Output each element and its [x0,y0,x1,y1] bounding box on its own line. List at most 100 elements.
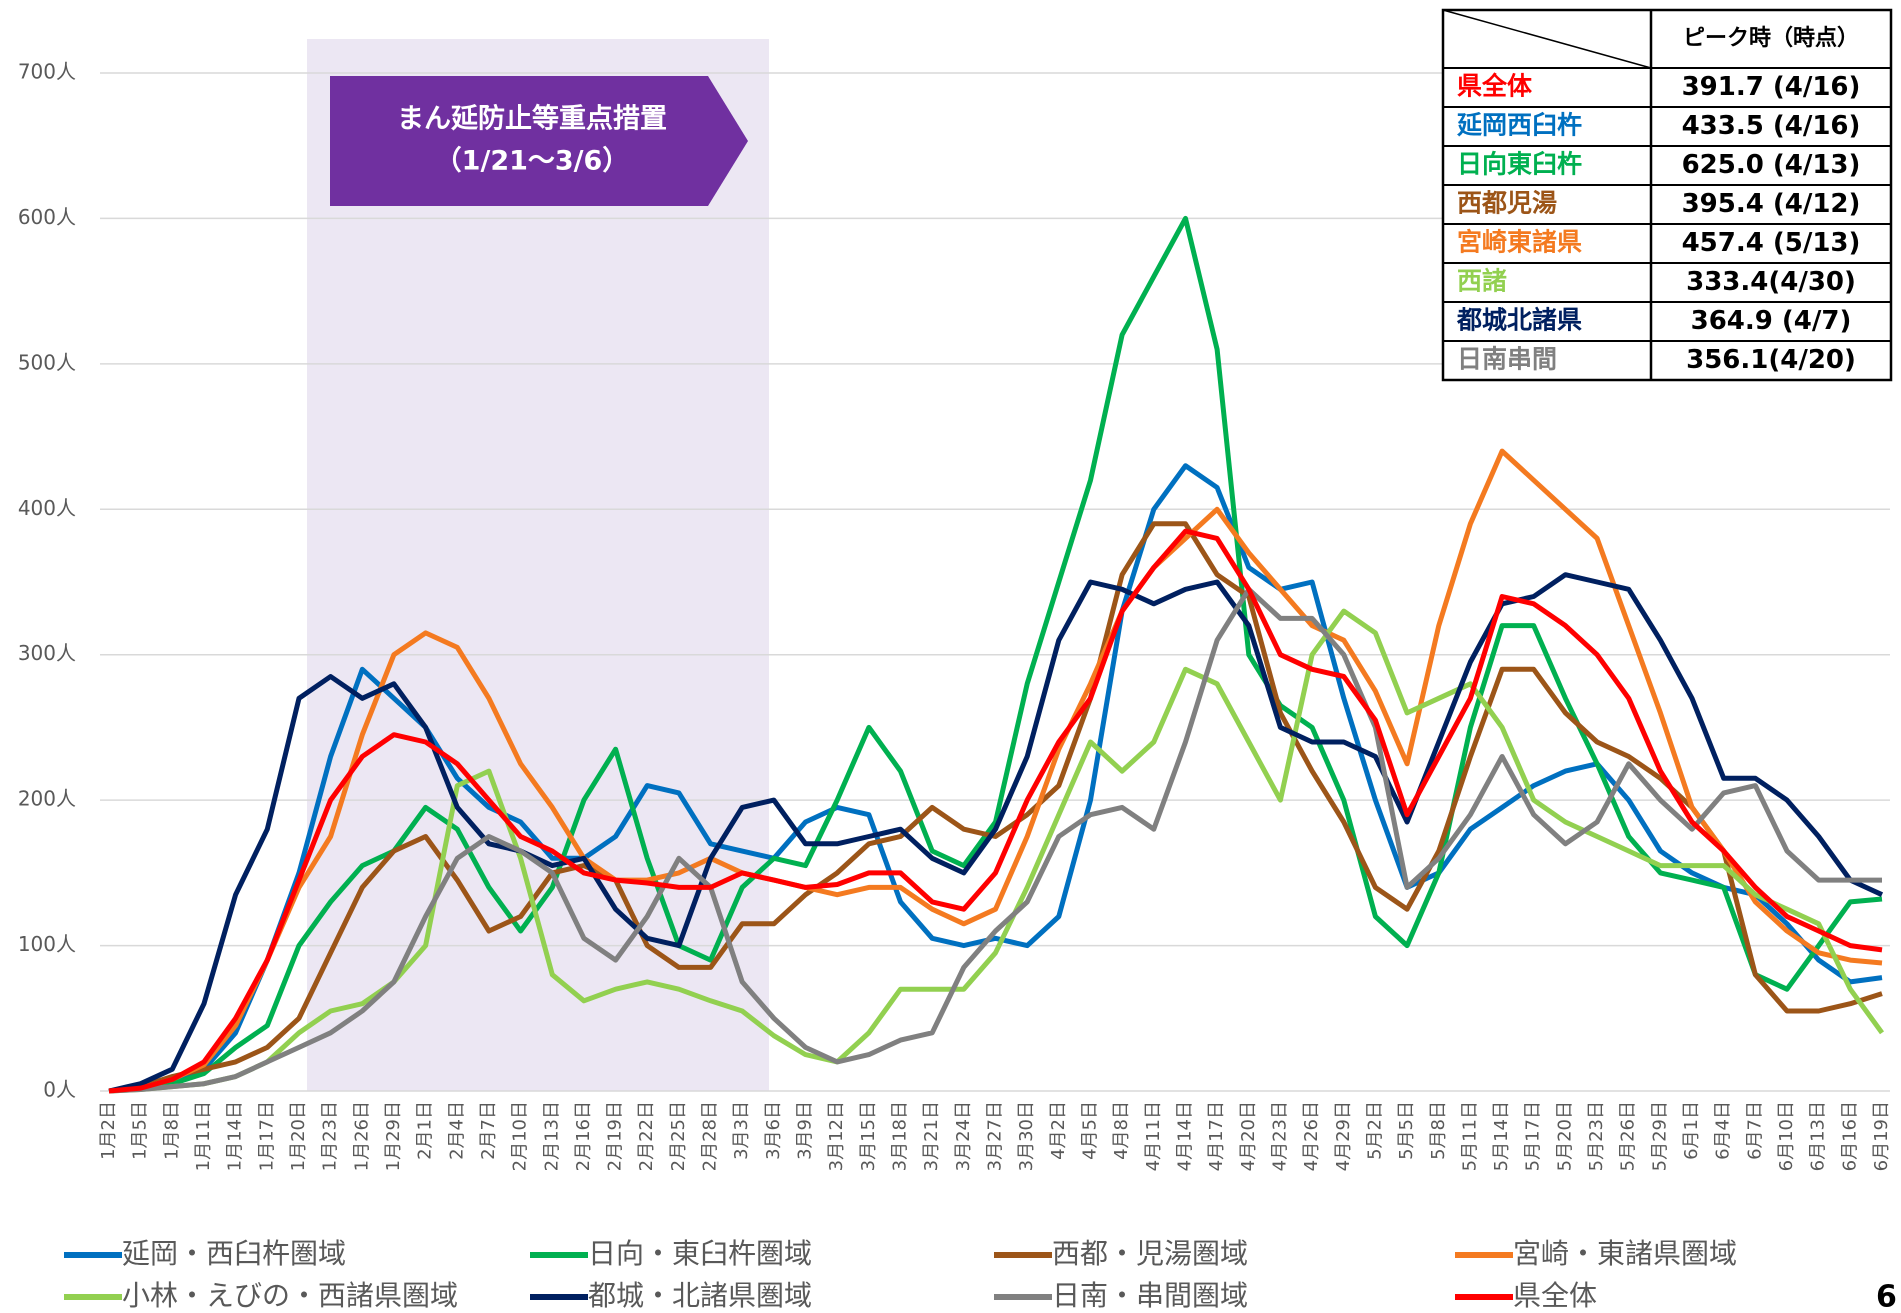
x-tick-label: 3月30日 [1016,1101,1037,1171]
x-tick-label: 3月27日 [985,1101,1006,1171]
x-tick-label: 1月14日 [225,1101,246,1171]
table-frame [1441,8,1893,382]
x-tick-label: 4月26日 [1301,1101,1322,1171]
y-tick-label: 100人 [18,932,76,956]
x-tick-label: 2月10日 [510,1101,531,1171]
x-tick-label: 1月23日 [320,1101,341,1171]
x-tick-label: 5月14日 [1491,1101,1512,1171]
x-tick-label: 1月17日 [256,1101,277,1171]
table-row-name: 県全体 [1457,72,1533,101]
x-tick-label: 5月26日 [1618,1101,1639,1171]
x-tick-label: 6月4日 [1713,1101,1734,1160]
legend-label: 日南・串間圏域 [1052,1279,1248,1312]
x-tick-label: 5月11日 [1459,1101,1480,1171]
grid: 0人 100人 200人 300人 400人 500人 600人 700人 1月2日 1月5日 1月… [18,60,1892,1172]
table-row-name: 西都児湯 [1457,189,1557,218]
x-tick-label: 5月17日 [1523,1101,1544,1171]
y-tick-label: 400人 [18,496,76,520]
table-row-name: 宮崎東諸県 [1457,228,1582,257]
x-tick-label: 6月1日 [1681,1101,1702,1160]
x-tick-label: 4月11日 [1143,1101,1164,1171]
table-row-value: 625.0 (4/13) [1682,150,1861,180]
series-line [108,521,1883,1094]
x-tick-label: 3月6日 [763,1101,784,1160]
x-tick-label: 6月7日 [1744,1101,1765,1160]
legend-label: 延岡・西臼杵圏域 [122,1237,346,1270]
header-diagonal [1442,9,1652,69]
x-tick-label: 1月11日 [193,1101,214,1171]
x-tick-label: 1月29日 [383,1101,404,1171]
y-tick-label: 0人 [43,1078,76,1102]
series-line [108,572,1884,1094]
x-tick-label: 1月26日 [351,1101,372,1171]
x-tick-label: 2月28日 [700,1101,721,1171]
x-tick-label: 6月10日 [1776,1101,1797,1171]
table-row-value: 333.4(4/30) [1686,267,1856,297]
x-tick-label: 2月16日 [573,1101,594,1171]
x-tick-label: 4月17日 [1206,1101,1227,1171]
series-line [108,215,1883,1094]
table-row-name: 西諸 [1457,267,1507,296]
x-tick-label: 3月18日 [890,1101,911,1171]
legend-label: 日向・東臼杵圏域 [588,1237,812,1270]
table-header: ピーク時（時点） [1683,25,1859,51]
series-line [108,463,1883,1094]
x-tick-label: 2月1日 [415,1101,436,1160]
series-line [108,586,1882,1094]
x-tick-label: 1月2日 [98,1101,119,1160]
x-tick-label: 5月20日 [1554,1101,1575,1171]
page-number: 6 [1876,1280,1897,1313]
x-tick-label: 4月29日 [1333,1101,1354,1171]
table-row-value: 395.4 (4/12) [1682,189,1861,219]
x-tick-label: 2月4日 [446,1101,467,1160]
table-row-value: 457.4 (5/13) [1682,228,1861,258]
x-tick-label: 2月22日 [636,1101,657,1171]
table-row-value: 356.1(4/20) [1686,345,1856,375]
table-row-name: 日南串間 [1457,345,1557,374]
x-tick-label: 5月29日 [1649,1101,1670,1171]
peak-table: ピーク時（時点） 県全体 391.7 (4/16) 延岡西臼杵 433.5 (4/16)… [1441,8,1893,382]
annotation-period: （1/21〜3/6） [435,146,630,177]
y-tick-label: 200人 [18,787,76,811]
lines [108,215,1885,1094]
x-tick-label: 3月21日 [921,1101,942,1171]
x-tick-label: 5月2日 [1364,1101,1385,1160]
annotation-box [330,76,748,206]
y-tick-label: 600人 [18,205,76,229]
x-tick-label: 4月23日 [1269,1101,1290,1171]
series-line [108,448,1883,1094]
x-tick-label: 2月7日 [478,1101,499,1160]
x-tick-label: 3月24日 [953,1101,974,1171]
table-row-name: 延岡西臼杵 [1456,111,1582,140]
x-tick-label: 1月8日 [161,1101,182,1160]
x-tick-label: 4月8日 [1111,1101,1132,1160]
x-tick-label: 3月15日 [858,1101,879,1171]
x-tick-label: 4月20日 [1238,1101,1259,1171]
x-tick-label: 4月2日 [1048,1101,1069,1160]
table-row-value: 433.5 (4/16) [1682,111,1861,141]
y-tick-label: 700人 [18,60,76,84]
x-tick-label: 5月23日 [1586,1101,1607,1171]
x-tick-label: 4月5日 [1079,1101,1100,1160]
legend-label: 県全体 [1513,1279,1597,1312]
x-tick-label: 5月8日 [1428,1101,1449,1160]
x-tick-label: 6月13日 [1808,1101,1829,1171]
x-tick-label: 3月3日 [731,1101,752,1160]
x-tick-label: 1月5日 [130,1101,151,1160]
x-tick-label: 6月19日 [1871,1101,1892,1171]
table-row-name: 日向東臼杵 [1457,150,1582,179]
table-row-value: 364.9 (4/7) [1691,306,1852,336]
x-tick-label: 2月19日 [605,1101,626,1171]
legend-label: 宮崎・東諸県圏域 [1513,1237,1737,1270]
x-tick-label: 6月16日 [1839,1101,1860,1171]
series-line [108,528,1883,1094]
x-tick-label: 4月14日 [1174,1101,1195,1171]
x-tick-label: 5月5日 [1396,1101,1417,1160]
table-row-name: 都城北諸県 [1456,306,1582,335]
y-tick-label: 300人 [18,641,76,665]
annotation: まん延防止等重点措置 [397,103,667,135]
legend-label: 小林・えびの・西諸県圏域 [122,1279,458,1312]
y-tick-label: 500人 [18,350,76,374]
x-tick-label: 3月9日 [795,1101,816,1160]
